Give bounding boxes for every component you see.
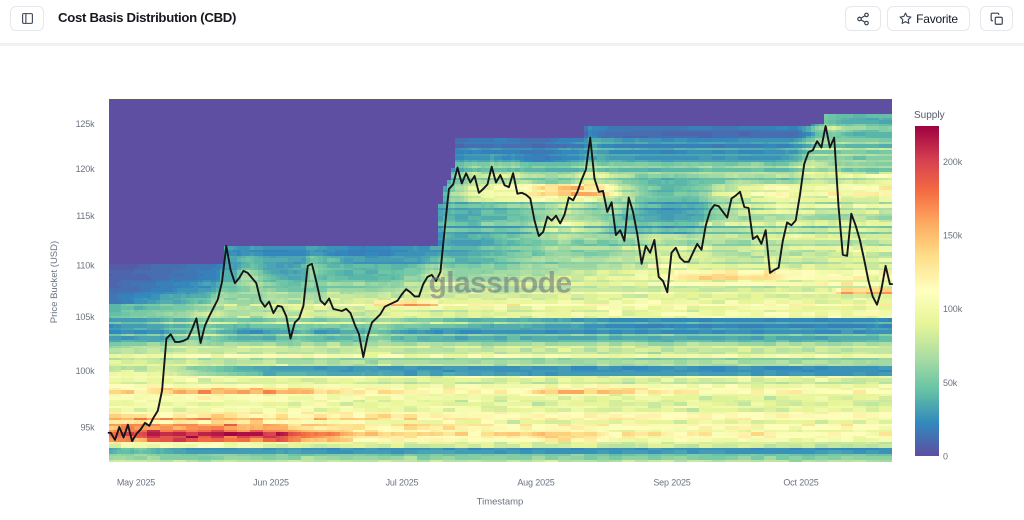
svg-text:105k: 105k [76,312,96,322]
svg-text:Price Bucket (USD): Price Bucket (USD) [49,241,60,323]
svg-text:Aug 2025: Aug 2025 [517,478,554,488]
svg-text:110k: 110k [76,260,95,270]
svg-text:Timestamp: Timestamp [477,497,524,508]
svg-text:100k: 100k [943,304,963,314]
svg-text:115k: 115k [76,211,95,221]
svg-text:0: 0 [943,452,948,462]
svg-text:150k: 150k [943,231,963,241]
svg-text:Jun 2025: Jun 2025 [253,478,289,488]
svg-text:Supply: Supply [914,110,945,121]
svg-text:glassnode: glassnode [429,267,572,300]
svg-text:50k: 50k [943,378,958,388]
svg-text:Oct 2025: Oct 2025 [783,478,818,488]
svg-text:Sep 2025: Sep 2025 [653,478,690,488]
svg-text:200k: 200k [943,157,963,167]
svg-text:120k: 120k [76,164,96,174]
svg-text:100k: 100k [76,366,96,376]
svg-text:Jul 2025: Jul 2025 [386,478,419,488]
svg-text:95k: 95k [80,423,95,433]
svg-text:125k: 125k [76,119,96,129]
svg-text:May 2025: May 2025 [117,478,155,488]
